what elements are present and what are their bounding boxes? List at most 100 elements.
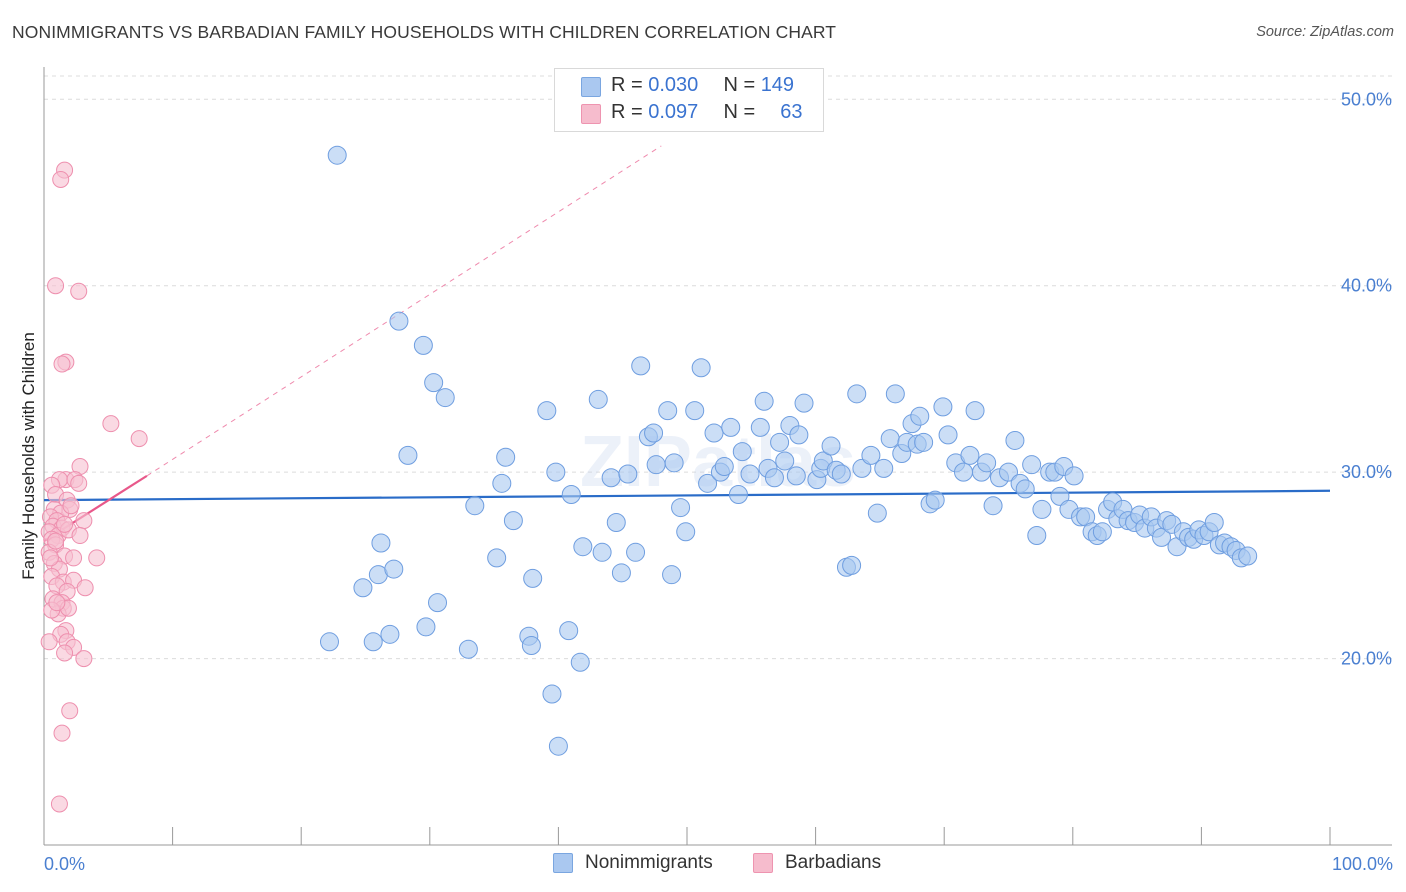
y-axis-label: Family Households with Children xyxy=(19,332,38,580)
nonimmigrants-point xyxy=(319,632,339,652)
barbadians-point xyxy=(52,170,70,188)
nonimmigrants-point xyxy=(1050,486,1070,506)
nonimmigrants-point xyxy=(754,391,774,411)
nonimmigrants-point xyxy=(542,684,562,704)
nonimmigrants-point xyxy=(910,406,930,426)
nonimmigrants-point xyxy=(561,485,581,505)
nonimmigrants-point xyxy=(389,311,409,331)
barbadians-point xyxy=(61,702,79,720)
barbadians-point xyxy=(47,532,65,550)
nonimmigrants-point xyxy=(813,451,833,471)
nonimmigrants-point xyxy=(867,503,887,523)
r-value-barbadians: 0.097 xyxy=(648,101,699,123)
nonimmigrants-point xyxy=(770,432,790,452)
nonimmigrants-point xyxy=(914,432,934,452)
nonimmigrants-point xyxy=(1015,479,1035,499)
nonimmigrants-points xyxy=(319,145,1258,756)
y-tick-label: 20.0% xyxy=(1341,649,1392,669)
barbadians-point xyxy=(56,515,74,533)
nonimmigrants-point xyxy=(704,423,724,443)
nonimmigrants-point xyxy=(732,442,752,462)
nonimmigrants-point xyxy=(789,425,809,445)
nonimmigrants-point xyxy=(750,417,770,437)
axes xyxy=(43,67,1392,846)
nonimmigrants-point xyxy=(786,466,806,486)
nonimmigrants-point xyxy=(847,384,867,404)
nonimmigrants-point xyxy=(861,445,881,465)
nonimmigrants-point xyxy=(691,358,711,378)
nonimmigrants-point xyxy=(380,624,400,644)
correlation-legend: R = 0.030 N = 149 R = 0.097 N = 63 xyxy=(554,68,824,132)
barbadians-point xyxy=(76,579,94,597)
nonimmigrants-point xyxy=(492,473,512,493)
nonimmigrants-point xyxy=(503,511,523,531)
barbadians-point xyxy=(102,415,120,433)
nonimmigrants-point xyxy=(546,462,566,482)
nonimmigrants-point xyxy=(842,555,862,575)
barbadians-point xyxy=(62,497,80,515)
nonimmigrants-point xyxy=(435,388,455,408)
nonimmigrants-point xyxy=(487,548,507,568)
nonimmigrants-point xyxy=(384,559,404,579)
barbadians-point xyxy=(88,549,106,567)
tick-labels: 20.0% 30.0% 40.0% 50.0% 0.0% 100.0% xyxy=(44,89,1393,874)
nonimmigrants-point xyxy=(601,468,621,488)
nonimmigrants-point xyxy=(676,522,696,542)
x-tick-label: 100.0% xyxy=(1332,854,1393,874)
nonimmigrants-point xyxy=(721,417,741,437)
n-value-barbadians: 63 xyxy=(780,101,803,123)
nonimmigrants-point xyxy=(611,563,631,583)
nonimmigrants-point xyxy=(570,652,590,672)
nonimmigrants-point xyxy=(685,401,705,421)
nonimmigrants-point xyxy=(821,436,841,456)
nonimmigrants-point xyxy=(371,533,391,553)
barbadians-point xyxy=(56,644,74,662)
nonimmigrants-point xyxy=(416,617,436,637)
nonimmigrants-point xyxy=(764,468,784,488)
nonimmigrants-point xyxy=(1092,522,1112,542)
x-tick-label: 0.0% xyxy=(44,854,85,874)
nonimmigrants-point xyxy=(977,453,997,473)
barbadians-point xyxy=(53,355,71,373)
nonimmigrants-point xyxy=(1064,466,1084,486)
nonimmigrants-point xyxy=(1005,430,1025,450)
r-value-nonimmigrants: 0.030 xyxy=(648,74,699,96)
nonimmigrants-point xyxy=(698,473,718,493)
barbadians-point xyxy=(65,549,83,567)
nonimmigrants-point xyxy=(458,639,478,659)
nonimmigrants-point xyxy=(631,356,651,376)
nonimmigrants-point xyxy=(874,458,894,478)
nonimmigrants-point xyxy=(658,401,678,421)
nonimmigrants-point xyxy=(424,373,444,393)
nonimmigrants-point xyxy=(671,498,691,518)
y-tick-label: 40.0% xyxy=(1341,276,1392,296)
n-label: N = xyxy=(723,101,756,123)
barbadians-point xyxy=(41,549,59,567)
barbadians-point xyxy=(75,650,93,668)
n-value-nonimmigrants: 149 xyxy=(760,74,795,96)
nonimmigrants-point xyxy=(523,568,543,588)
nonimmigrants-point xyxy=(559,621,579,641)
nonimmigrants-point xyxy=(548,736,568,756)
barbadians-point xyxy=(71,527,89,545)
nonimmigrants-point xyxy=(965,401,985,421)
gridlines xyxy=(44,75,1392,660)
nonimmigrants-point xyxy=(626,542,646,562)
barbadians-point xyxy=(70,474,88,492)
nonimmigrants-point xyxy=(960,445,980,465)
nonimmigrants-point xyxy=(664,453,684,473)
nonimmigrants-point xyxy=(646,455,666,475)
legend-label-barbadians: Barbadians xyxy=(785,852,882,873)
nonimmigrants-point xyxy=(1032,499,1052,519)
nonimmigrants-point xyxy=(775,451,795,471)
barbadians-swatch xyxy=(753,853,773,873)
r-label: R = xyxy=(611,101,643,123)
nonimmigrants-point xyxy=(938,425,958,445)
nonimmigrants-trend-line xyxy=(43,489,1331,502)
nonimmigrants-point xyxy=(1204,512,1224,532)
nonimmigrants-point xyxy=(537,401,557,421)
nonimmigrants-point xyxy=(1022,455,1042,475)
barbadians-point xyxy=(130,430,148,448)
nonimmigrants-point xyxy=(714,457,734,477)
nonimmigrants-point xyxy=(740,464,760,484)
